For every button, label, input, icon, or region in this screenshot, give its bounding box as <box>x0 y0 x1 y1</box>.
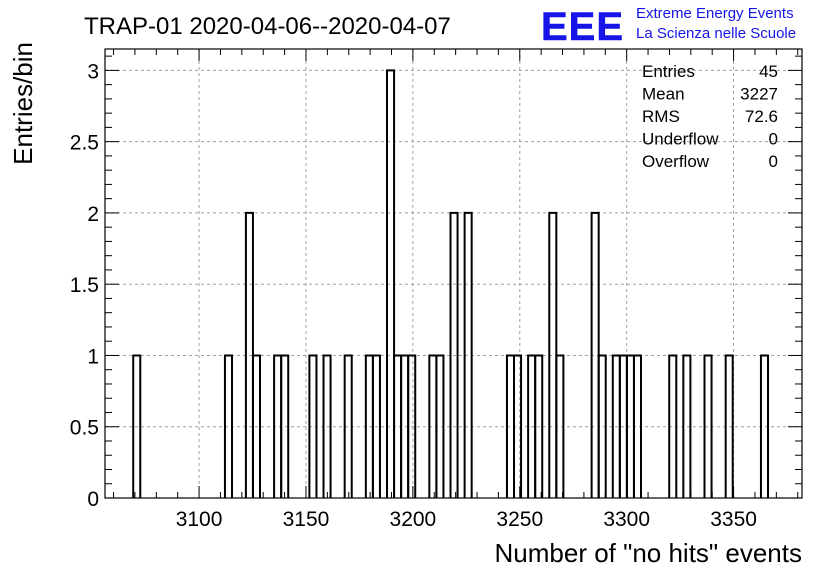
stats-label: Mean <box>642 85 685 104</box>
histogram-bin <box>513 354 523 498</box>
x-tick-labels: 3100 3150 3200 3250 3300 3350 <box>176 508 757 531</box>
eee-logo-line2: La Scienza nelle Scuole <box>636 25 796 42</box>
histogram-bin <box>407 354 417 498</box>
histogram-bin <box>449 211 459 498</box>
stats-value: 3227 <box>740 85 778 104</box>
stats-value: 0 <box>769 130 778 149</box>
axis-ticks <box>105 49 802 499</box>
x-axis-label: Number of "no hits" events <box>495 538 803 568</box>
eee-logo: EEE Extreme Energy Events La Scienza nel… <box>541 5 796 50</box>
y-tick-label: 0 <box>87 488 99 511</box>
histogram-bin <box>534 354 544 498</box>
histogram-bin <box>223 354 233 498</box>
histogram-bin <box>682 354 692 498</box>
x-tick-label: 3150 <box>283 508 330 531</box>
stats-value: 0 <box>769 152 778 171</box>
y-axis-label: Entries/bin <box>8 42 38 165</box>
histogram-series <box>132 69 770 498</box>
y-tick-label: 3 <box>87 60 99 83</box>
histogram-bin <box>555 354 565 498</box>
histogram-bin <box>132 354 142 498</box>
y-tick-labels: 0 0.5 1 1.5 2 2.5 3 <box>70 60 99 511</box>
histogram-bin <box>386 69 396 498</box>
stats-value: 45 <box>759 62 778 81</box>
histogram-bin <box>251 354 262 498</box>
x-tick-label: 3350 <box>710 508 757 531</box>
y-tick-label: 1 <box>87 345 99 368</box>
histogram-bin <box>280 354 290 498</box>
stats-label: Entries <box>642 62 695 81</box>
histogram-bin <box>668 354 678 498</box>
stats-value: 72.6 <box>745 107 778 126</box>
grid-lines <box>105 49 802 498</box>
histogram-bin <box>371 354 381 498</box>
histogram-bin <box>724 354 734 498</box>
y-tick-label: 2 <box>87 203 99 226</box>
x-tick-label: 3300 <box>603 508 650 531</box>
eee-logo-mark: EEE <box>541 5 624 49</box>
histogram-bin <box>308 354 318 498</box>
stats-label: RMS <box>642 107 680 126</box>
y-tick-label: 1.5 <box>70 274 99 297</box>
y-tick-label: 0.5 <box>70 417 99 440</box>
histogram-bin <box>435 354 445 498</box>
x-tick-label: 3100 <box>176 508 223 531</box>
y-tick-label: 2.5 <box>70 132 99 155</box>
histogram-bin <box>759 354 770 498</box>
stats-label: Overflow <box>642 152 710 171</box>
plot-border <box>104 48 803 499</box>
plot-frame <box>104 48 803 499</box>
stats-box: Entries 45 Mean 3227 RMS 72.6 Underflow 0 Overfl… <box>642 62 778 171</box>
eee-logo-line1: Extreme Energy Events <box>636 5 794 22</box>
histogram-bin <box>463 211 473 498</box>
histogram-bin <box>343 354 353 498</box>
chart-title: TRAP-01 2020-04-06--2020-04-07 <box>84 13 451 40</box>
x-tick-label: 3250 <box>496 508 543 531</box>
histogram-bin <box>632 354 643 498</box>
histogram-bin <box>597 354 607 498</box>
stats-label: Underflow <box>642 130 719 149</box>
histogram-bin <box>703 354 713 498</box>
x-tick-label: 3200 <box>390 508 437 531</box>
histogram-bin <box>322 354 332 498</box>
